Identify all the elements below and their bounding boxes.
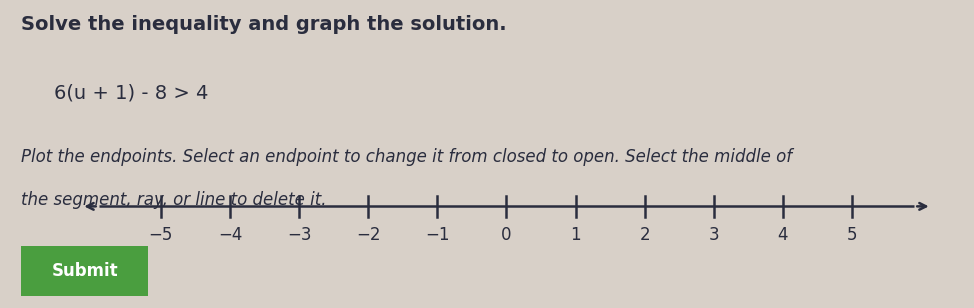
Text: −4: −4 [218,226,243,244]
Text: 2: 2 [639,226,650,244]
Text: 0: 0 [502,226,511,244]
Text: the segment, ray, or line to delete it.: the segment, ray, or line to delete it. [21,191,327,209]
Text: −2: −2 [356,226,381,244]
Text: 4: 4 [777,226,788,244]
Text: Solve the inequality and graph the solution.: Solve the inequality and graph the solut… [21,15,507,34]
Text: 3: 3 [708,226,719,244]
Text: −1: −1 [425,226,450,244]
Text: Plot the endpoints. Select an endpoint to change it from closed to open. Select : Plot the endpoints. Select an endpoint t… [21,148,793,166]
Text: 6(u + 1) - 8 > 4: 6(u + 1) - 8 > 4 [54,83,207,102]
Text: 5: 5 [846,226,857,244]
Text: −5: −5 [149,226,173,244]
Text: Submit: Submit [52,262,118,280]
Text: 1: 1 [571,226,581,244]
Text: −3: −3 [287,226,312,244]
FancyBboxPatch shape [15,244,155,298]
